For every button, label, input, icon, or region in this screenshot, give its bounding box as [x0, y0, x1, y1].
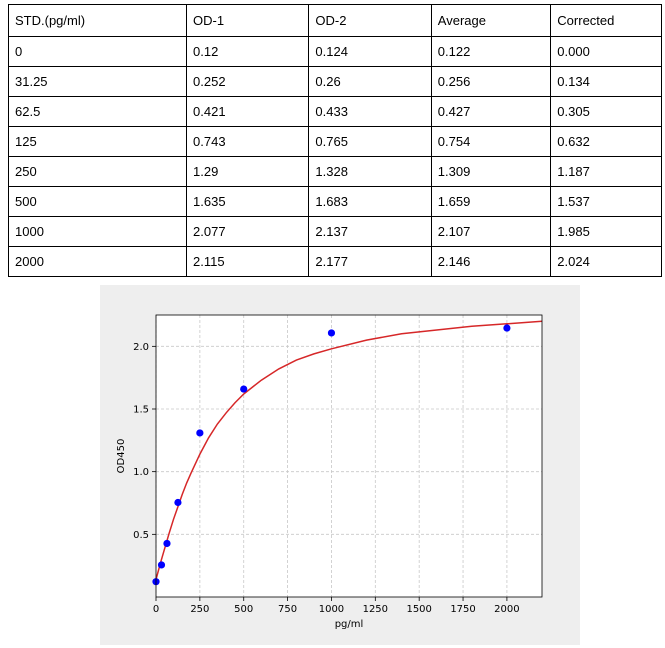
table-cell: 2.107 — [430, 216, 552, 247]
table-row: 125 0.743 0.765 0.754 0.632 — [7, 126, 662, 157]
table-cell: 2.177 — [308, 246, 432, 277]
data-point — [327, 329, 336, 337]
table-cell: 1.985 — [550, 216, 662, 247]
table-cell: 0.000 — [550, 36, 662, 67]
data-point — [157, 561, 166, 569]
table-cell: 31.25 — [7, 66, 188, 97]
data-point — [503, 324, 511, 332]
x-tick-label: 1750 — [450, 604, 475, 615]
table-header-row: STD.(pg/ml) OD-1 OD-2 Average Corrected — [7, 4, 662, 37]
standard-curve-table: STD.(pg/ml) OD-1 OD-2 Average Corrected 0 0.12… — [7, 4, 662, 277]
table-cell: 2000 — [7, 246, 188, 277]
column-header: OD-1 — [186, 4, 310, 37]
table-cell: 1.328 — [308, 156, 432, 187]
x-tick-label: 250 — [190, 604, 209, 615]
x-tick-label: 500 — [234, 604, 253, 615]
data-point — [240, 385, 248, 393]
table-cell: 250 — [7, 156, 188, 187]
x-tick-label: 0 — [153, 604, 159, 615]
table-cell: 0.754 — [430, 126, 552, 157]
table-cell: 1.659 — [430, 186, 552, 217]
chart-panel: 0 250 500 750 1000 1250 1500 1750 2000 0.5 1.0 1.5 2… — [100, 285, 580, 645]
table-cell: 0.256 — [430, 66, 552, 97]
y-tick-label: 1.0 — [133, 467, 149, 478]
x-tick-label: 1000 — [319, 604, 344, 615]
table-cell: 0.433 — [308, 96, 432, 127]
table-cell: 0.427 — [430, 96, 552, 127]
data-point — [196, 429, 204, 437]
column-header: STD.(pg/ml) — [7, 4, 188, 37]
table-cell: 0.632 — [550, 126, 662, 157]
y-tick-label: 1.5 — [133, 405, 149, 416]
x-axis-title: pg/ml — [335, 619, 364, 630]
table-cell: 62.5 — [7, 96, 188, 127]
table-cell: 1000 — [7, 216, 188, 247]
table-cell: 0.26 — [308, 66, 432, 97]
table-row: 31.25 0.252 0.26 0.256 0.134 — [7, 66, 662, 97]
fit-curve — [155, 320, 543, 580]
x-tick-label: 2000 — [494, 604, 519, 615]
table-cell: 1.29 — [186, 156, 310, 187]
table-row: 500 1.635 1.683 1.659 1.537 — [7, 186, 662, 217]
table-cell: 0.305 — [550, 96, 662, 127]
y-tick-label: 0.5 — [133, 530, 149, 541]
table-cell: 0.743 — [186, 126, 310, 157]
table-cell: 2.137 — [308, 216, 432, 247]
table-cell: 2.115 — [186, 246, 310, 277]
y-tick-label: 2.0 — [133, 342, 149, 353]
plot-area — [156, 315, 542, 597]
table-row: 250 1.29 1.328 1.309 1.187 — [7, 156, 662, 187]
column-header: OD-2 — [308, 4, 432, 37]
y-axis-title: OD450 — [116, 439, 127, 474]
table-cell: 1.635 — [186, 186, 310, 217]
table-cell: 0.252 — [186, 66, 310, 97]
table-cell: 2.077 — [186, 216, 310, 247]
table-cell: 2.024 — [550, 246, 662, 277]
table-cell: 0.122 — [430, 36, 552, 67]
table-cell: 0.134 — [550, 66, 662, 97]
table-row: 1000 2.077 2.137 2.107 1.985 — [7, 216, 662, 247]
column-header: Corrected — [550, 4, 662, 37]
x-tick-label: 1250 — [363, 604, 388, 615]
table-cell: 1.187 — [550, 156, 662, 187]
table-row: 62.5 0.421 0.433 0.427 0.305 — [7, 96, 662, 127]
table-cell: 1.537 — [550, 186, 662, 217]
plot-frame — [155, 314, 543, 598]
x-tick-label: 1500 — [406, 604, 431, 615]
table-cell: 125 — [7, 126, 188, 157]
x-tick-label: 750 — [278, 604, 297, 615]
data-point — [174, 498, 182, 507]
data-point — [163, 539, 171, 548]
column-header: Average — [430, 4, 552, 37]
table-cell: 0 — [7, 36, 188, 67]
table-cell: 0.12 — [186, 36, 310, 67]
table-cell: 1.683 — [308, 186, 432, 217]
table-cell: 1.309 — [430, 156, 552, 187]
table-cell: 0.765 — [308, 126, 432, 157]
table-cell: 2.146 — [430, 246, 552, 277]
standard-curve-chart: 0 250 500 750 1000 1250 1500 1750 2000 0.5 1.0 1.5 2… — [116, 314, 543, 630]
table-cell: 500 — [7, 186, 188, 217]
table-row: 2000 2.115 2.177 2.146 2.024 — [7, 246, 662, 277]
table-cell: 0.124 — [308, 36, 432, 67]
table-cell: 0.421 — [186, 96, 310, 127]
table-row: 0 0.12 0.124 0.122 0.000 — [7, 36, 662, 67]
